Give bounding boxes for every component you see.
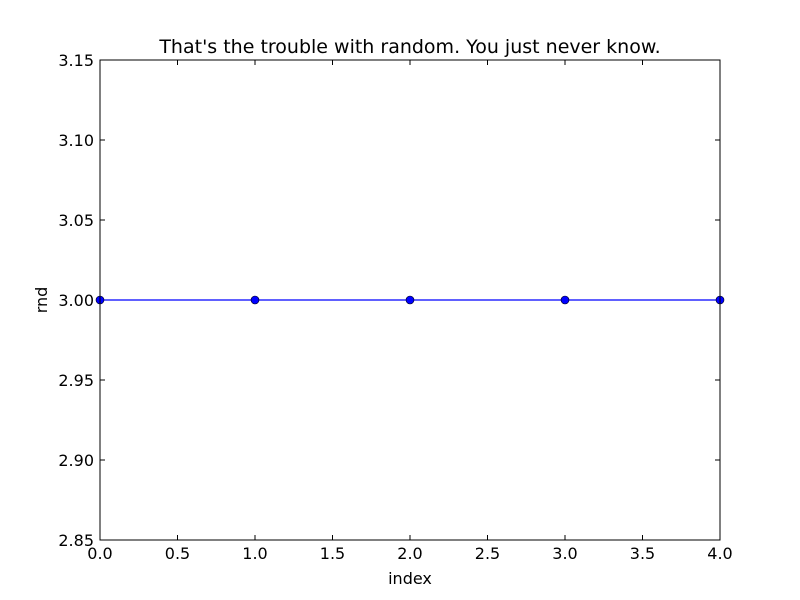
x-tick-label: 0.5 <box>165 544 190 563</box>
x-tick-label: 2.5 <box>475 544 500 563</box>
y-axis: 2.85 2.90 2.95 3.00 3.05 3.10 3.15 <box>58 51 720 550</box>
x-tick-label: 1.0 <box>242 544 267 563</box>
x-tick-label: 2.0 <box>397 544 422 563</box>
y-tick-label: 3.05 <box>58 211 94 230</box>
data-point <box>250 295 260 305</box>
y-tick-label: 3.10 <box>58 131 94 150</box>
x-tick-label: 4.0 <box>707 544 732 563</box>
x-tick-label: 3.0 <box>552 544 577 563</box>
data-point <box>560 295 570 305</box>
y-tick-label: 2.85 <box>58 531 94 550</box>
x-tick-label: 0.0 <box>87 544 112 563</box>
x-tick-label: 1.5 <box>320 544 345 563</box>
y-tick-label: 3.15 <box>58 51 94 70</box>
data-point <box>405 295 415 305</box>
x-tick-label: 3.5 <box>630 544 655 563</box>
y-axis-label: rnd <box>32 287 51 314</box>
plot-frame <box>99 59 721 541</box>
y-tick-label: 2.95 <box>58 371 94 390</box>
x-axis-label: index <box>388 569 432 588</box>
y-tick-label: 3.00 <box>58 291 94 310</box>
chart-title: That's the trouble with random. You just… <box>158 36 660 58</box>
x-axis: 0.0 0.5 1.0 1.5 2.0 2.5 3.0 3.5 4.0 <box>87 60 733 563</box>
y-tick-label: 2.90 <box>58 451 94 470</box>
